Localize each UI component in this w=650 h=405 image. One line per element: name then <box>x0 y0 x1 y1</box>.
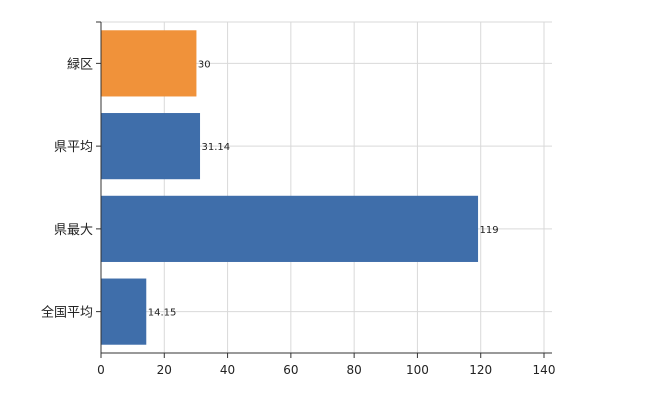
bar <box>101 195 479 262</box>
bars <box>101 30 479 345</box>
x-tick-label: 0 <box>97 363 105 377</box>
x-tick-label: 120 <box>469 363 492 377</box>
labels: 30 緑区 31.14 県平均 119 県最大 14.15 全国平均 0 20 40 60 80 100 1… <box>41 57 555 377</box>
x-tick-label: 40 <box>220 363 235 377</box>
bar <box>101 278 147 345</box>
bar <box>101 113 201 180</box>
data-label: 31.14 <box>202 142 231 153</box>
category-label: 県平均 <box>54 140 93 155</box>
x-tick-label: 60 <box>283 363 298 377</box>
category-label: 県最大 <box>54 223 93 238</box>
data-label: 30 <box>198 59 211 70</box>
category-label: 緑区 <box>67 57 93 72</box>
data-label: 14.15 <box>148 308 177 319</box>
axes <box>96 21 552 358</box>
category-label: 全国平均 <box>41 305 93 321</box>
x-tick-label: 100 <box>406 363 429 377</box>
data-label: 119 <box>480 225 499 236</box>
x-tick-label: 80 <box>347 363 362 377</box>
bar <box>101 30 197 97</box>
x-tick-label: 140 <box>533 363 556 377</box>
x-tick-label: 20 <box>157 363 172 377</box>
